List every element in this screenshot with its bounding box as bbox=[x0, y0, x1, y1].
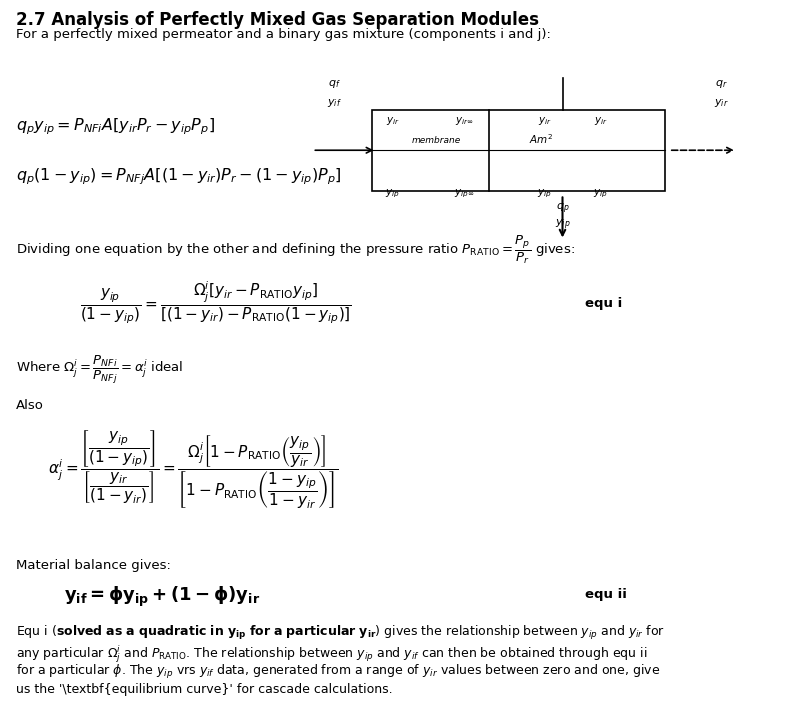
Text: Where $\Omega_j^i = \dfrac{P_{NFi}}{P_{NFj}} = \alpha_j^i\ \mathrm{ideal}$: Where $\Omega_j^i = \dfrac{P_{NFi}}{P_{N… bbox=[16, 354, 183, 386]
Text: 2.7 Analysis of Perfectly Mixed Gas Separation Modules: 2.7 Analysis of Perfectly Mixed Gas Sepa… bbox=[16, 11, 539, 28]
Text: Material balance gives:: Material balance gives: bbox=[16, 559, 171, 571]
Text: $\dfrac{y_{ip}}{(1-y_{ip})} = \dfrac{\Omega_j^i\left[y_{ir}-P_{\mathrm{RATIO}}y_: $\dfrac{y_{ip}}{(1-y_{ip})} = \dfrac{\Om… bbox=[80, 279, 352, 326]
Text: $q_p y_{ip} = P_{NFi} A\left[y_{ir} P_r - y_{ip} P_p\right]$: $q_p y_{ip} = P_{NFi} A\left[y_{ir} P_r … bbox=[16, 116, 215, 136]
Text: For a perfectly mixed permeator and a binary gas mixture (components i and j):: For a perfectly mixed permeator and a bi… bbox=[16, 28, 551, 40]
Text: $y_{ip}$: $y_{ip}$ bbox=[385, 187, 400, 200]
Text: $q_p\left(1 - y_{ip}\right) = P_{NFj} A\left[\left(1 - y_{ir}\right)P_r - \left(: $q_p\left(1 - y_{ip}\right) = P_{NFj} A\… bbox=[16, 166, 342, 187]
Text: us the '\textbf{equilibrium curve}' for cascade calculations.: us the '\textbf{equilibrium curve}' for … bbox=[16, 683, 392, 696]
Text: $y_{ir}$: $y_{ir}$ bbox=[537, 115, 552, 127]
Text: $y_{ir}$: $y_{ir}$ bbox=[594, 115, 608, 127]
Text: $y_{ir\infty}$: $y_{ir\infty}$ bbox=[455, 115, 474, 127]
Text: $q_p$: $q_p$ bbox=[556, 201, 570, 216]
Text: $y_{ip}$: $y_{ip}$ bbox=[537, 187, 552, 200]
Text: membrane: membrane bbox=[412, 136, 461, 146]
Text: $\mathbf{y_{if} = \phi y_{ip} + (1 - \phi)y_{ir}}$: $\mathbf{y_{if} = \phi y_{ip} + (1 - \ph… bbox=[64, 585, 260, 609]
Text: $Am^2$: $Am^2$ bbox=[529, 132, 553, 146]
Text: $\alpha_j^i = \dfrac{\left[\dfrac{y_{ip}}{(1 - y_{ip})}\right]}{\left[\dfrac{y_{: $\alpha_j^i = \dfrac{\left[\dfrac{y_{ip}… bbox=[48, 428, 339, 510]
Text: Equ i ($\mathbf{solved\ as\ a\ quadratic\ in\ y_{ip}\ for\ a\ particular\ y_{ir}: Equ i ($\mathbf{solved\ as\ a\ quadratic… bbox=[16, 624, 665, 641]
Text: $q_f$: $q_f$ bbox=[328, 78, 340, 90]
Bar bbox=[372, 110, 665, 191]
Text: any particular $\Omega_j^i$ and $P_{\mathrm{RATIO}}$. The relationship between $: any particular $\Omega_j^i$ and $P_{\mat… bbox=[16, 643, 647, 665]
Text: equ i: equ i bbox=[585, 297, 622, 310]
Text: $y_{ip}$: $y_{ip}$ bbox=[555, 218, 570, 232]
Text: Also: Also bbox=[16, 399, 44, 412]
Text: $q_r$: $q_r$ bbox=[714, 78, 727, 90]
Text: Dividing one equation by the other and defining the pressure ratio $P_{\mathrm{R: Dividing one equation by the other and d… bbox=[16, 233, 575, 266]
Text: for a particular $\phi$. The $y_{ip}$ vrs $y_{if}$ data, generated from a range : for a particular $\phi$. The $y_{ip}$ vr… bbox=[16, 663, 660, 681]
Text: $y_{if}$: $y_{if}$ bbox=[327, 97, 341, 109]
Text: equ ii: equ ii bbox=[585, 588, 626, 601]
Text: $y_{ip}$: $y_{ip}$ bbox=[594, 187, 608, 200]
Text: $y_{ir}$: $y_{ir}$ bbox=[714, 97, 728, 109]
Text: $y_{ip\infty}$: $y_{ip\infty}$ bbox=[454, 187, 475, 200]
Text: $y_{ir}$: $y_{ir}$ bbox=[385, 115, 400, 127]
